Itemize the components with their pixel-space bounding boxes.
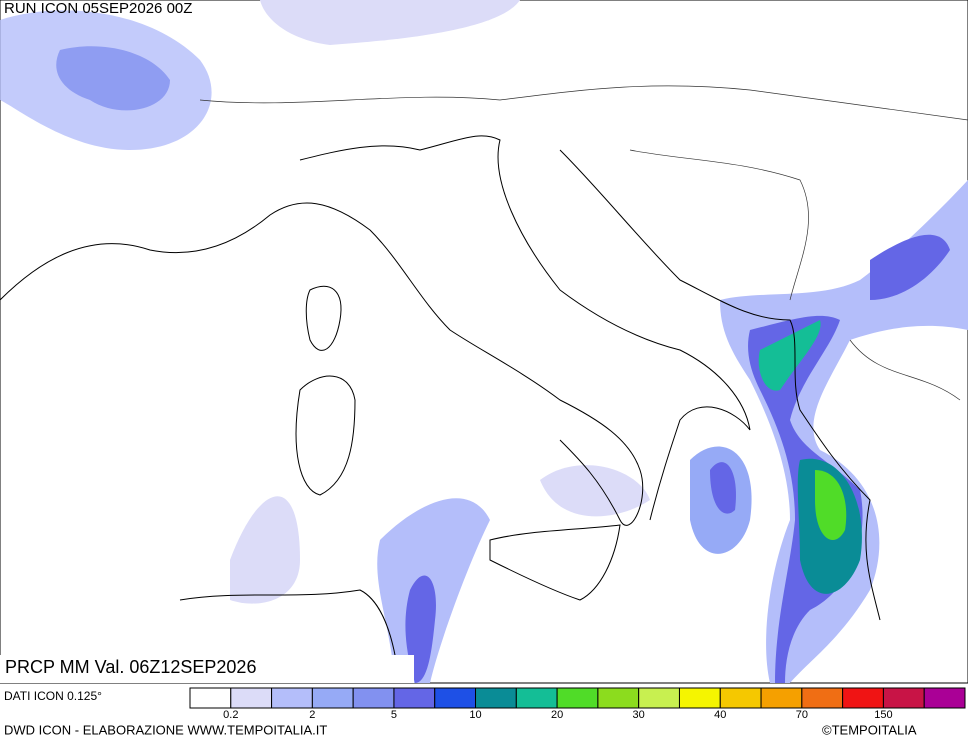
legend-swatch (842, 687, 884, 709)
color-legend: 0.2 2 5 10 20 30 40 70 150 (189, 687, 966, 721)
legend-swatch (882, 687, 925, 709)
legend-label: 20 (551, 709, 563, 721)
legend-swatch (475, 687, 517, 709)
legend-swatch (271, 687, 313, 709)
legend-label: 5 (391, 709, 397, 721)
legend-swatch (801, 687, 844, 709)
legend-label: 150 (874, 709, 892, 721)
data-source: DATI ICON 0.125° (4, 689, 102, 703)
label-box (0, 655, 414, 683)
legend-swatch (515, 687, 558, 709)
legend-label: 70 (796, 709, 808, 721)
legend-swatch (393, 687, 436, 709)
precipitation (0, 0, 968, 683)
legend-swatch (719, 687, 762, 709)
legend-swatch (597, 687, 640, 709)
legend-swatch (352, 687, 395, 709)
legend-label: 40 (714, 709, 726, 721)
legend-label: 0.2 (223, 709, 238, 721)
legend-label: 10 (469, 709, 481, 721)
copyright: ©TEMPOITALIA (822, 722, 917, 737)
legend-swatch (311, 687, 354, 709)
valid-label: PRCP MM Val. 06Z12SEP2026 (5, 657, 256, 677)
legend-swatch (923, 687, 966, 709)
legend-swatch (760, 687, 803, 709)
legend-swatch (638, 687, 680, 709)
legend-swatch (434, 687, 477, 709)
legend-swatch (189, 687, 232, 709)
legend-label: 2 (309, 709, 315, 721)
run-label: RUN ICON 05SEP2026 00Z (4, 0, 192, 17)
legend-swatch (556, 687, 599, 709)
legend-swatch (678, 687, 721, 709)
coastlines (0, 85, 968, 656)
legend-label: 30 (633, 709, 645, 721)
legend-swatch (230, 687, 273, 709)
credit: DWD ICON - ELABORAZIONE WWW.TEMPOITALIA.… (4, 722, 327, 737)
